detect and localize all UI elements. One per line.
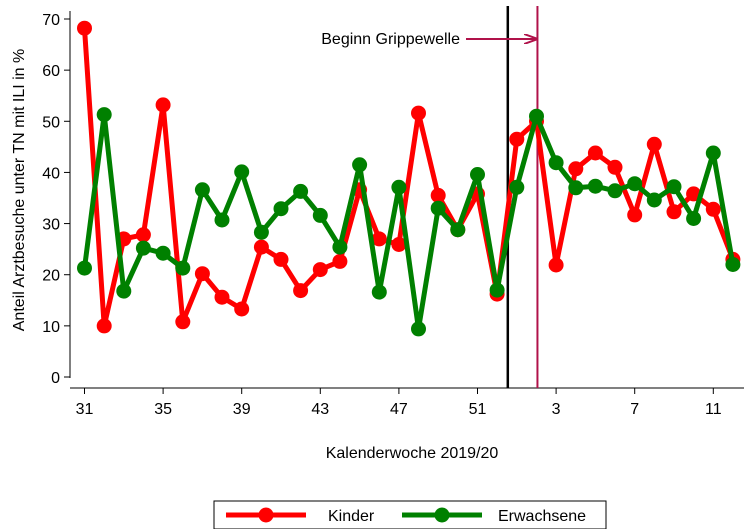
data-point — [529, 108, 544, 124]
legend: Kinder Erwachsene — [213, 500, 607, 529]
data-point — [509, 179, 525, 195]
y-tick-label: 40 — [42, 165, 60, 182]
data-point — [332, 239, 348, 255]
data-point — [489, 282, 505, 298]
data-point — [135, 227, 151, 243]
data-point — [175, 314, 191, 330]
x-tick-label: 31 — [76, 401, 94, 418]
data-point — [77, 20, 92, 36]
data-point — [135, 240, 151, 256]
y-axis: 0 10 20 30 40 50 60 70 — [42, 11, 71, 387]
data-point — [312, 207, 328, 223]
data-point — [332, 253, 348, 269]
data-point — [470, 167, 485, 182]
data-point — [312, 262, 328, 278]
data-point — [391, 237, 407, 252]
data-point — [411, 105, 426, 121]
x-tick-label: 39 — [233, 401, 251, 418]
y-tick-label: 30 — [42, 217, 60, 234]
series-line — [82, 112, 736, 332]
data-point — [587, 145, 603, 161]
x-tick-label: 11 — [705, 401, 722, 418]
x-tick-label: 51 — [469, 401, 487, 418]
reference-lines — [506, 6, 539, 388]
y-tick-label: 60 — [42, 63, 60, 80]
x-axis: 31 35 39 43 47 51 3 7 11 — [70, 387, 744, 418]
data-point — [77, 260, 92, 276]
data-point — [568, 180, 584, 196]
data-point — [253, 224, 269, 240]
x-tick-label: 43 — [311, 401, 329, 418]
series-layer — [77, 20, 741, 337]
y-tick-label: 0 — [51, 370, 60, 387]
data-point — [430, 187, 446, 203]
x-axis-title: Kalenderwoche 2019/20 — [326, 445, 499, 462]
x-tick-label: 3 — [552, 401, 561, 418]
data-point — [273, 201, 289, 217]
data-point — [646, 192, 662, 208]
x-tick-label: 47 — [390, 401, 408, 418]
data-point — [293, 183, 309, 199]
data-point — [705, 145, 721, 161]
data-point — [627, 176, 643, 192]
y-tick-label: 70 — [42, 12, 60, 29]
data-point — [607, 159, 623, 175]
data-point — [234, 301, 250, 317]
data-point — [234, 164, 250, 180]
data-point — [371, 231, 387, 247]
data-point — [627, 207, 643, 223]
flu-wave-label: Beginn Grippewelle — [321, 31, 460, 48]
data-point — [194, 182, 210, 198]
data-point — [587, 178, 603, 194]
data-point — [371, 284, 387, 300]
data-point — [705, 201, 721, 217]
data-point — [607, 183, 623, 199]
data-point — [214, 212, 230, 228]
data-point — [214, 289, 230, 305]
data-point — [430, 200, 446, 216]
data-point — [293, 283, 309, 299]
data-point — [155, 245, 171, 261]
data-point — [175, 260, 191, 276]
series-1 — [77, 107, 741, 337]
flu-wave-annotation: Beginn Grippewelle — [321, 31, 537, 48]
y-tick-label: 10 — [42, 319, 60, 336]
data-point — [116, 283, 132, 299]
data-point — [96, 107, 112, 123]
x-tick-label: 7 — [630, 401, 639, 418]
data-point — [568, 161, 584, 177]
data-point — [666, 179, 682, 195]
data-point — [273, 251, 289, 267]
data-point — [253, 239, 269, 255]
legend-marker-erwachsene — [434, 507, 450, 523]
x-tick-label: 35 — [154, 401, 172, 418]
data-point — [548, 155, 564, 171]
y-tick-label: 50 — [42, 114, 60, 131]
legend-label-kinder: Kinder — [328, 508, 375, 525]
series-0 — [77, 20, 741, 334]
data-point — [391, 179, 407, 195]
data-point — [725, 257, 741, 272]
data-point — [509, 131, 525, 147]
data-point — [194, 266, 210, 282]
data-point — [411, 321, 426, 337]
legend-marker-kinder — [258, 507, 274, 523]
y-axis-title: Anteil Arztbesuche unter TN mit ILI in % — [11, 49, 28, 332]
y-tick-label: 20 — [42, 268, 60, 285]
data-point — [96, 318, 112, 334]
data-point — [155, 97, 171, 113]
data-point — [548, 257, 564, 273]
data-point — [666, 204, 682, 220]
data-point — [352, 157, 368, 173]
data-point — [646, 136, 662, 152]
data-point — [450, 222, 466, 238]
series-line — [82, 28, 736, 329]
legend-label-erwachsene: Erwachsene — [498, 508, 586, 525]
data-point — [686, 211, 702, 226]
